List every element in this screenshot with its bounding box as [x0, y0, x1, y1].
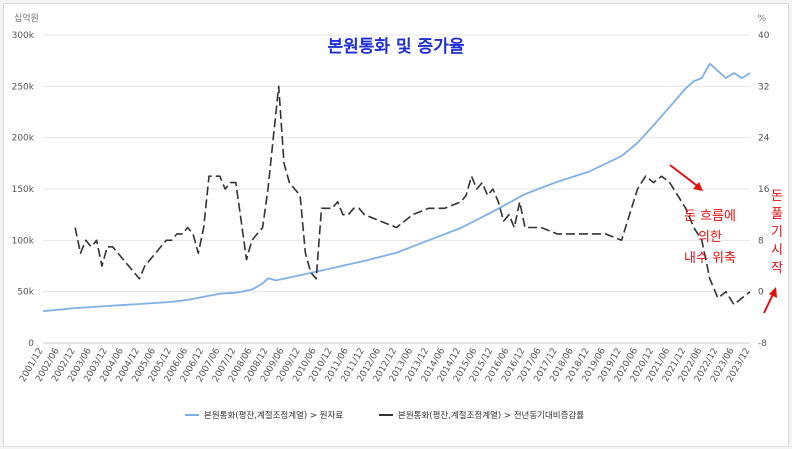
right-tick-label: 16 [758, 185, 770, 195]
arrowhead-icon [769, 287, 777, 298]
legend-label: 본원통화(평잔,계절조정계열) > 원자료 [204, 410, 343, 421]
annotation-text: 돈 [771, 189, 783, 204]
left-axis-unit: 십억원 [14, 12, 39, 24]
left-tick-label: 200k [12, 134, 35, 144]
arrowhead-icon [693, 182, 703, 191]
legend: 본원통화(평잔,계절조정계열) > 원자료 본원통화(평잔,계절조정계열) > 전… [185, 410, 584, 421]
right-tick-label: 32 [758, 82, 769, 92]
left-tick-label: 250k [12, 82, 35, 92]
right-tick-label: 24 [758, 134, 770, 144]
annotation-text: 의한 [698, 230, 722, 245]
chart-title: 본원통화 및 증가율 [328, 37, 465, 57]
arrow-icon [669, 164, 701, 189]
series-line-yoy-growth [74, 85, 751, 306]
series-line-monetary-base [42, 62, 751, 313]
right-tick-label: 40 [758, 31, 770, 41]
right-tick-label: 8 [758, 236, 764, 246]
annotation-text: 돈 흐름에 [684, 209, 736, 224]
left-tick-label: 300k [12, 31, 35, 41]
right-axis-unit: % [757, 14, 766, 24]
annotation-text: 풀 [771, 207, 783, 222]
annotation-text: 기 [771, 225, 783, 240]
grid-lines [43, 34, 750, 344]
chart-card [3, 3, 789, 447]
right-tick-label: -8 [758, 339, 767, 349]
annotation-text: 내수 위축 [684, 251, 736, 266]
left-axis-ticks: 0 50k 100k 150k 200k 250k 300k [12, 31, 35, 349]
x-axis-ticks: 2001/122002/062002/122003/062003/122004/… [18, 346, 752, 384]
right-axis-ticks: -8 0 8 16 24 32 40 [758, 31, 770, 349]
left-tick-label: 50k [17, 288, 34, 298]
left-tick-label: 100k [12, 236, 35, 246]
annotation-text: 시 [771, 243, 783, 258]
right-tick-label: 0 [758, 288, 764, 298]
series-lines [42, 62, 751, 313]
left-tick-label: 0 [28, 339, 34, 349]
left-tick-label: 150k [12, 185, 35, 195]
annotation-text: 작 [771, 261, 783, 276]
legend-label: 본원통화(평잔,계절조정계열) > 전년동기대비증감률 [398, 410, 584, 421]
